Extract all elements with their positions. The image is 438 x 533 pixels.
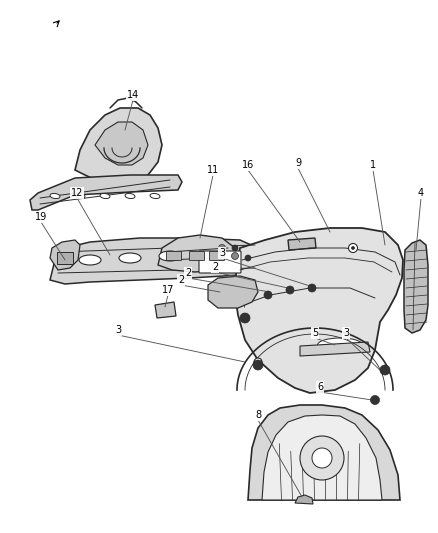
- Text: 4: 4: [418, 188, 424, 198]
- Text: 3: 3: [343, 328, 349, 338]
- Circle shape: [232, 253, 239, 260]
- Text: 2: 2: [212, 262, 218, 272]
- Circle shape: [308, 284, 316, 292]
- Text: 6: 6: [317, 382, 323, 392]
- Polygon shape: [50, 240, 80, 270]
- Polygon shape: [404, 240, 428, 333]
- Ellipse shape: [100, 193, 110, 199]
- Ellipse shape: [318, 338, 363, 352]
- Polygon shape: [158, 235, 235, 272]
- Polygon shape: [288, 238, 316, 250]
- Circle shape: [240, 313, 250, 323]
- Circle shape: [349, 244, 357, 253]
- Text: 11: 11: [207, 165, 219, 175]
- Circle shape: [232, 245, 238, 251]
- Text: 1: 1: [370, 160, 376, 170]
- Circle shape: [286, 286, 294, 294]
- Ellipse shape: [125, 193, 135, 199]
- Ellipse shape: [50, 193, 60, 199]
- FancyBboxPatch shape: [209, 252, 225, 261]
- Circle shape: [245, 255, 251, 261]
- Polygon shape: [30, 175, 182, 210]
- Circle shape: [300, 436, 344, 480]
- Ellipse shape: [75, 193, 85, 199]
- Text: 16: 16: [242, 160, 254, 170]
- FancyBboxPatch shape: [166, 252, 181, 261]
- Text: 5: 5: [312, 328, 318, 338]
- Text: 3: 3: [219, 248, 225, 258]
- Ellipse shape: [119, 253, 141, 263]
- Polygon shape: [235, 228, 403, 393]
- Circle shape: [264, 291, 272, 299]
- Polygon shape: [75, 108, 162, 185]
- Text: 19: 19: [35, 212, 47, 222]
- Polygon shape: [300, 342, 370, 356]
- Text: 3: 3: [115, 325, 121, 335]
- Polygon shape: [50, 238, 262, 284]
- Text: 2: 2: [185, 268, 191, 278]
- Ellipse shape: [150, 193, 160, 199]
- Polygon shape: [262, 415, 382, 500]
- Polygon shape: [208, 276, 258, 308]
- Polygon shape: [57, 252, 73, 264]
- Polygon shape: [95, 122, 148, 165]
- Ellipse shape: [159, 251, 181, 261]
- Polygon shape: [155, 302, 176, 318]
- Circle shape: [380, 365, 390, 375]
- Text: 9: 9: [295, 158, 301, 168]
- FancyBboxPatch shape: [199, 251, 241, 273]
- Circle shape: [352, 246, 354, 249]
- FancyBboxPatch shape: [190, 252, 205, 261]
- Circle shape: [254, 358, 262, 366]
- Circle shape: [371, 395, 379, 405]
- Text: 12: 12: [71, 188, 83, 198]
- Text: 8: 8: [255, 410, 261, 420]
- Circle shape: [312, 448, 332, 468]
- Polygon shape: [248, 405, 400, 500]
- Ellipse shape: [79, 255, 101, 265]
- Text: 14: 14: [127, 90, 139, 100]
- Polygon shape: [295, 495, 313, 504]
- Circle shape: [253, 360, 263, 370]
- Text: 17: 17: [162, 285, 174, 295]
- Circle shape: [219, 245, 226, 252]
- Text: 2: 2: [178, 275, 184, 285]
